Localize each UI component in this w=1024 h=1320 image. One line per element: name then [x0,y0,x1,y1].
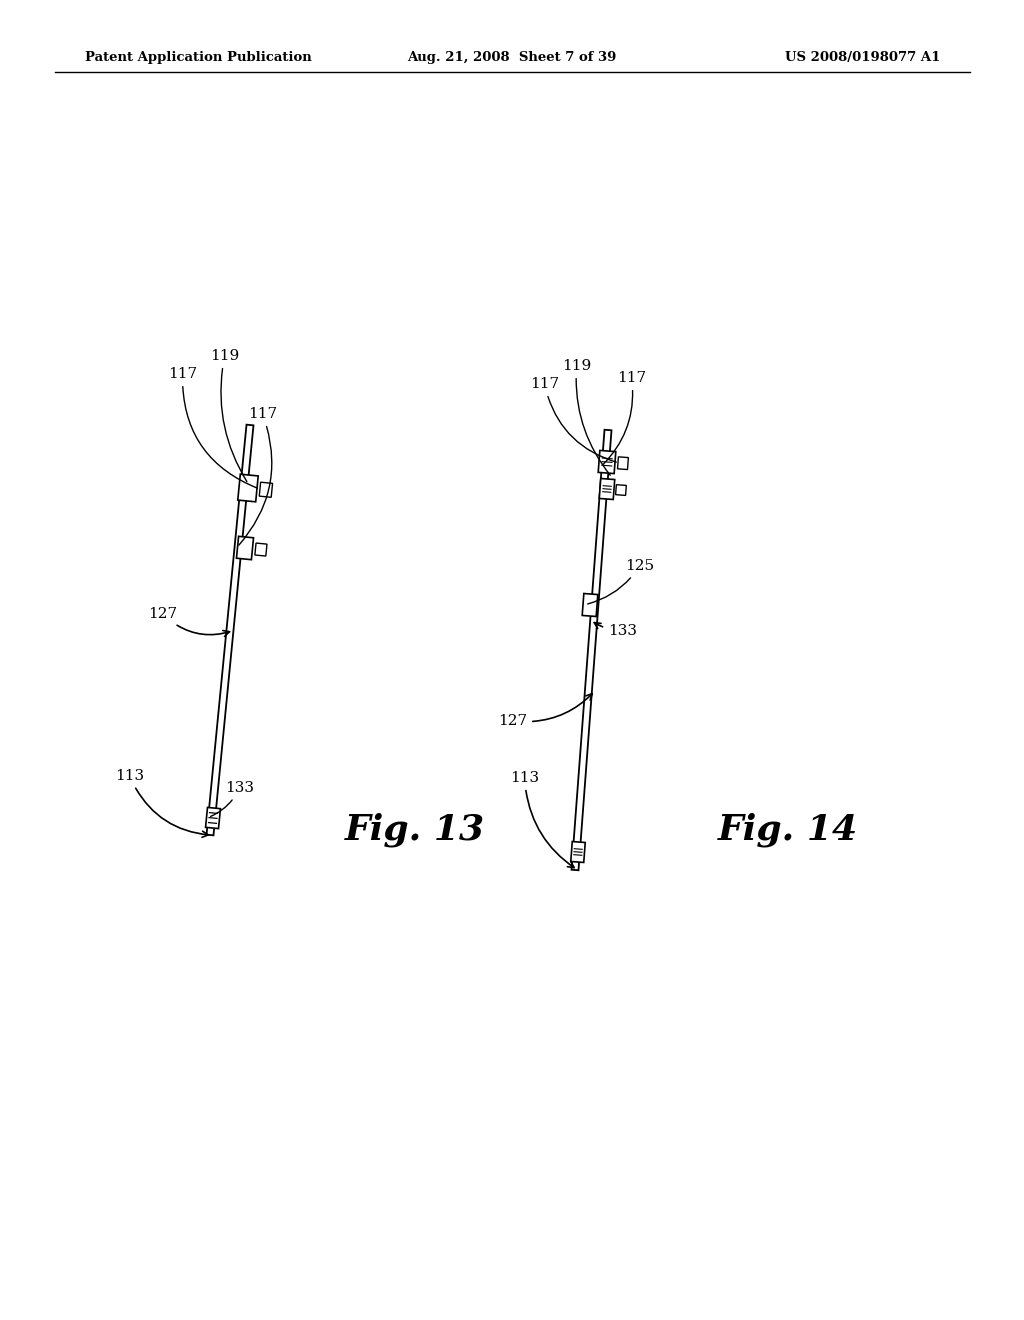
Text: 117: 117 [530,378,616,462]
Text: 117: 117 [239,407,278,545]
Polygon shape [259,482,272,498]
Text: 113: 113 [115,770,208,837]
Polygon shape [571,430,611,870]
Text: Aug. 21, 2008  Sheet 7 of 39: Aug. 21, 2008 Sheet 7 of 39 [408,51,616,65]
Polygon shape [583,594,598,616]
Polygon shape [570,842,586,862]
Text: Patent Application Publication: Patent Application Publication [85,51,311,65]
Polygon shape [238,474,258,502]
Polygon shape [255,543,267,556]
Text: 127: 127 [498,693,592,729]
Text: US 2008/0198077 A1: US 2008/0198077 A1 [784,51,940,65]
Polygon shape [207,425,254,836]
Text: 127: 127 [148,607,229,636]
Text: 133: 133 [211,781,254,817]
Polygon shape [615,484,627,495]
Text: 117: 117 [603,371,646,465]
Text: 133: 133 [594,623,637,638]
Text: 125: 125 [588,558,654,605]
Polygon shape [206,808,220,829]
Text: 117: 117 [168,367,257,488]
Polygon shape [237,536,254,560]
Text: 119: 119 [210,348,247,482]
Text: 119: 119 [562,359,610,475]
Text: Fig. 14: Fig. 14 [718,813,858,847]
Polygon shape [617,457,629,470]
Polygon shape [599,479,614,499]
Polygon shape [598,450,615,474]
Text: 113: 113 [510,771,574,867]
Text: Fig. 13: Fig. 13 [345,813,485,847]
